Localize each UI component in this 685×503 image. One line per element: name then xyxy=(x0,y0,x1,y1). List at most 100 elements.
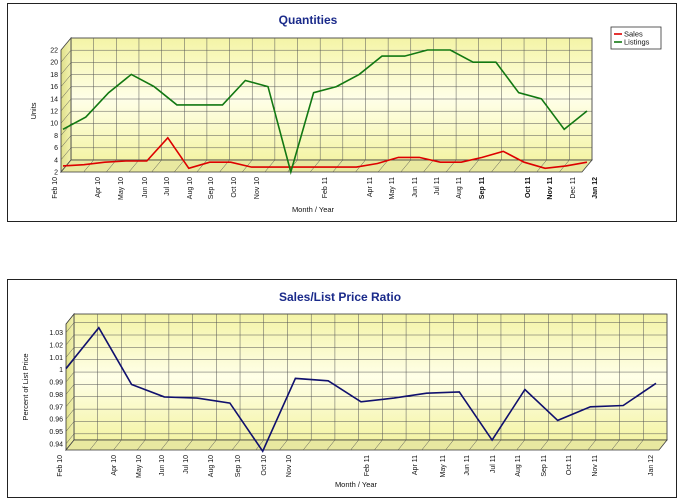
x-tick-label: Feb 11 xyxy=(322,177,329,198)
y-gridline-side xyxy=(65,384,75,395)
x-tick-label: Jul 10 xyxy=(164,177,171,196)
y-gridline-side xyxy=(60,50,72,63)
floor-gridline xyxy=(303,439,312,451)
floor-gridline xyxy=(581,159,593,173)
floor-gridline xyxy=(65,439,75,451)
y-gridline-side xyxy=(65,322,75,333)
legend-label-listings: Listings xyxy=(624,38,650,47)
floor-gridline xyxy=(468,159,479,173)
floor-gridline xyxy=(469,439,478,451)
y-axis-label: Units xyxy=(29,102,38,119)
floor-gridline xyxy=(160,439,170,451)
floor-gridline xyxy=(279,439,288,451)
x-tick-label: Nov 11 xyxy=(592,455,599,477)
x-tick-label: May 10 xyxy=(136,455,143,478)
y-tick-label: 1 xyxy=(59,367,63,374)
floor-gridline xyxy=(184,439,193,451)
x-tick-label: Aug 10 xyxy=(187,177,194,199)
y-gridline-side xyxy=(65,334,75,346)
x-tick-label: Sep 10 xyxy=(208,177,215,199)
x-tick-label: Oct 10 xyxy=(231,177,238,198)
floor-gridline xyxy=(536,159,547,173)
x-tick-label: Aug 10 xyxy=(208,455,215,477)
y-tick-label: 4 xyxy=(54,157,58,164)
series-line-listings xyxy=(62,49,588,175)
x-axis-label: Month / Year xyxy=(292,205,335,214)
floor-gridline xyxy=(658,439,668,451)
floor-gridline xyxy=(309,159,321,173)
x-tick-label: Feb 10 xyxy=(52,177,59,199)
x-tick-label: Oct 11 xyxy=(566,455,573,475)
floor-gridline xyxy=(491,159,502,173)
floor-gridline xyxy=(136,439,146,451)
y-tick-label: 1.01 xyxy=(49,355,63,362)
y-gridline-side xyxy=(60,111,72,124)
x-tick-label: Oct 11 xyxy=(525,177,532,198)
quantities-chart-panel: 2 4 6 8 10 12 14 16 18 20 22 Feb 10 Apr 10 May 10 Jun … xyxy=(7,3,677,222)
floor-gridline xyxy=(350,439,359,451)
legend-box xyxy=(610,26,662,50)
floor-gridline xyxy=(374,439,383,451)
y-gridline-side xyxy=(60,37,72,51)
x-tick-label: Apr 10 xyxy=(95,177,102,198)
y-tick-label: 16 xyxy=(50,84,58,91)
floor-gridline xyxy=(113,439,122,451)
floor-gridline xyxy=(540,439,549,451)
quantities-chart: 2 4 6 8 10 12 14 16 18 20 22 Feb 10 Apr 10 May 10 Jun … xyxy=(29,13,662,214)
x-tick-label: Apr 11 xyxy=(367,177,374,197)
y-tick-label: 1.03 xyxy=(49,330,63,337)
y-gridline-side xyxy=(60,98,72,112)
x-tick-label: Nov 11 xyxy=(547,177,554,200)
x-tick-label: Jul 10 xyxy=(183,455,190,474)
floor-gridline xyxy=(332,159,344,173)
x-tick-label: Feb 11 xyxy=(364,455,371,476)
y-tick-label: 0.97 xyxy=(49,404,63,411)
y-gridline-side xyxy=(60,62,72,75)
x-tick-label: Aug 11 xyxy=(456,177,463,199)
floor-gridline xyxy=(128,159,140,173)
x-tick-label: Sep 11 xyxy=(541,455,548,477)
floor-gridline xyxy=(587,439,597,451)
x-tick-label: Oct 10 xyxy=(261,455,268,476)
y-tick-label: 12 xyxy=(50,109,58,116)
floor-gridline xyxy=(400,159,411,173)
floor-gridline xyxy=(264,159,276,173)
floor-gridline xyxy=(492,439,502,451)
y-gridline-side xyxy=(60,147,72,160)
y-gridline-side xyxy=(60,135,72,148)
floor-gridline xyxy=(397,439,407,451)
x-tick-label: Jun 11 xyxy=(412,177,419,198)
floor-gridline xyxy=(255,439,264,451)
x-tick-label: Apr 10 xyxy=(111,455,118,476)
y-tick-label: 0.99 xyxy=(49,380,63,387)
x-tick-label: Jul 11 xyxy=(434,177,441,195)
floor-gridline xyxy=(208,439,217,451)
x-tick-label: Dec 11 xyxy=(570,177,577,199)
y-tick-label: 20 xyxy=(50,60,58,67)
x-tick-label: May 11 xyxy=(440,455,447,478)
x-tick-label: May 10 xyxy=(118,177,125,200)
floor-gridline xyxy=(231,439,241,451)
y-tick-label: 0.96 xyxy=(49,417,63,424)
floor-gridline xyxy=(635,439,644,451)
y-axis-label: Percent of List Price xyxy=(21,353,30,420)
y-gridline-side xyxy=(60,74,72,87)
y-tick-label: 0.98 xyxy=(49,392,63,399)
y-gridline-side xyxy=(65,408,75,420)
x-tick-label: Jun 10 xyxy=(142,177,149,198)
y-tick-label: 22 xyxy=(50,48,58,55)
y-gridline-side xyxy=(65,347,75,358)
x-tick-label: Jul 11 xyxy=(490,455,497,473)
y-gridline-side xyxy=(65,396,75,407)
ratio-chart-panel: 0.94 0.95 0.96 0.97 0.98 0.99 1 1.01 1.02 1.03 Feb… xyxy=(7,279,677,498)
x-tick-label: Sep 11 xyxy=(479,177,486,199)
x-axis-label: Month / Year xyxy=(335,480,378,489)
x-tick-label: Feb 10 xyxy=(57,455,64,477)
floor-gridline xyxy=(445,439,454,451)
series-line-sales xyxy=(62,136,588,170)
ratio-chart: 0.94 0.95 0.96 0.97 0.98 0.99 1 1.01 1.02 1.03 Feb… xyxy=(21,290,668,489)
floor-gridline xyxy=(423,159,434,173)
floor-gridline xyxy=(196,159,208,173)
y-tick-label: 10 xyxy=(50,121,58,128)
y-tick-label: 8 xyxy=(54,133,58,140)
